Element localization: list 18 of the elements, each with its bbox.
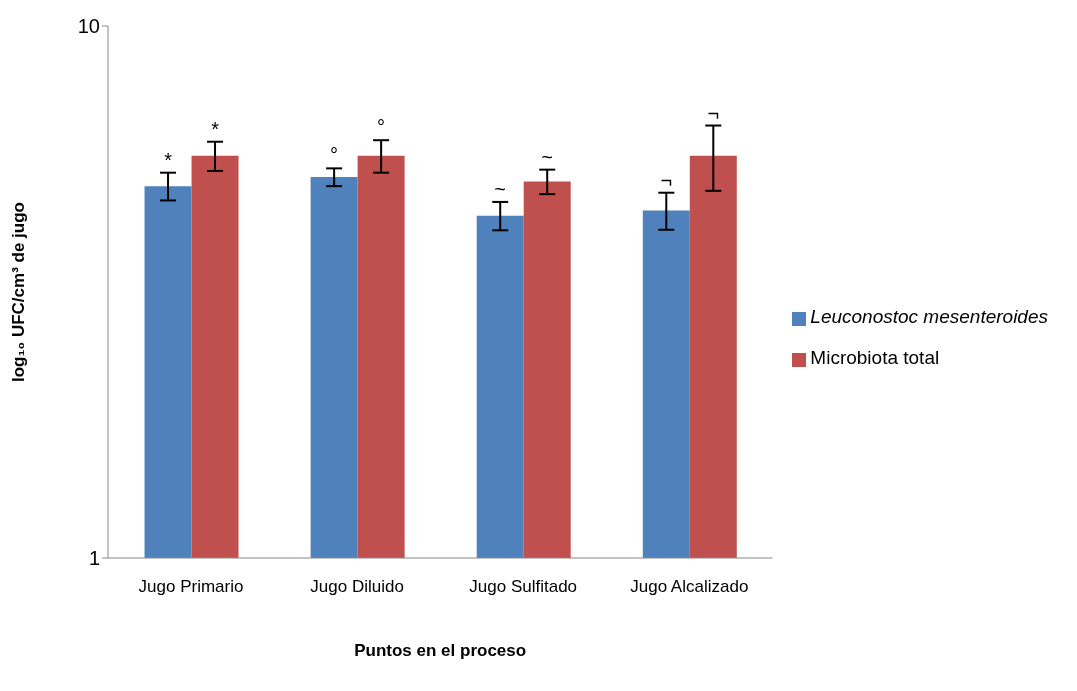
x-tick-label: Jugo Sulfitado — [469, 577, 578, 597]
y-axis-title: log₁₀ UFC/cm³ de jugo — [9, 202, 29, 382]
x-tick-label: Jugo Diluido — [310, 577, 404, 597]
y-tick-label: 1 — [88, 547, 100, 570]
y-tick-label: 10 — [77, 15, 100, 38]
legend-label: Microbiota total — [810, 347, 940, 368]
data-label: * — [211, 117, 220, 140]
data-label: ¬ — [707, 101, 720, 124]
data-label: ~ — [494, 177, 507, 200]
x-tick-label: Jugo Alcalizado — [630, 577, 749, 597]
data-label: ¬ — [660, 168, 673, 191]
data-label: ~ — [541, 145, 554, 168]
x-tick-label: Jugo Primario — [138, 577, 244, 597]
data-label: ° — [330, 144, 339, 167]
legend-label: Leuconostoc mesenteroides — [810, 306, 1048, 327]
data-label: ° — [377, 116, 386, 139]
x-axis-title: Puntos en el proceso — [354, 641, 527, 660]
data-label: * — [164, 148, 173, 171]
